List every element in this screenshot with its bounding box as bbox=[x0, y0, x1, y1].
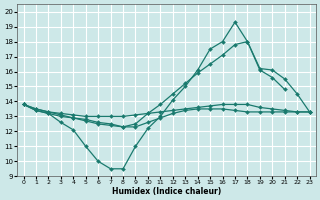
X-axis label: Humidex (Indice chaleur): Humidex (Indice chaleur) bbox=[112, 187, 221, 196]
